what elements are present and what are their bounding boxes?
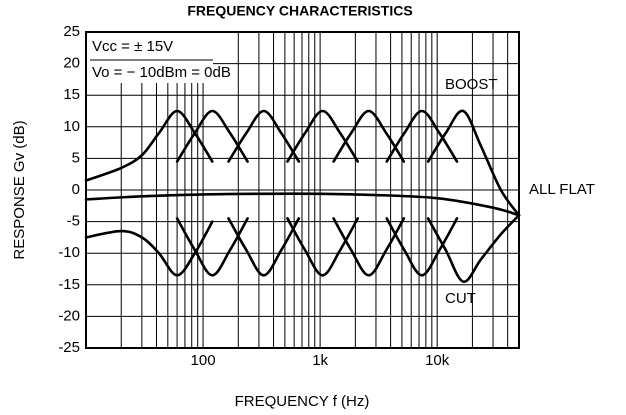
y-tick-label: 0 [72,181,80,198]
y-tick-label: -20 [58,307,80,324]
y-tick-label: -5 [67,213,80,230]
y-tick-label: 15 [63,86,80,103]
response-curve [426,109,521,217]
annotation: CUT [445,290,476,307]
note-box [87,33,213,83]
x-tick-label: 10k [425,352,450,369]
y-tick-label: 25 [63,23,80,40]
x-tick-label: 1k [312,352,328,369]
response-curve [175,109,249,163]
chart-title: FREQUENCY CHARACTERISTICS [187,3,412,19]
y-tick-label: -25 [58,339,80,356]
y-tick-label: 20 [63,55,80,72]
response-curve [227,109,301,163]
y-axis-label: RESPONSE Gv (dB) [11,120,28,259]
response-curve [84,220,214,277]
annotation: Vcc = ± 15V [92,38,173,55]
response-curve [286,217,360,277]
response-curve [385,217,459,277]
frame [85,31,520,349]
response-curve [227,217,301,277]
x-tick-label: 100 [191,352,216,369]
response-curve [286,109,360,163]
y-tick-label: 5 [72,149,80,166]
response-curve [332,217,406,277]
response-curve [84,192,521,217]
y-tick-label: -15 [58,276,80,293]
response-curve [84,109,214,182]
annotation: Vo = − 10dBm = 0dB [92,64,231,81]
response-curve [385,109,459,163]
annotation: ALL FLAT [529,181,595,198]
response-curve [426,213,521,283]
response-curve [175,217,249,277]
x-axis-label: FREQUENCY f (Hz) [235,393,370,410]
response-curve [332,109,406,163]
annotation: BOOST [445,76,498,93]
y-tick-label: 10 [63,118,80,135]
y-tick-label: -10 [58,244,80,261]
